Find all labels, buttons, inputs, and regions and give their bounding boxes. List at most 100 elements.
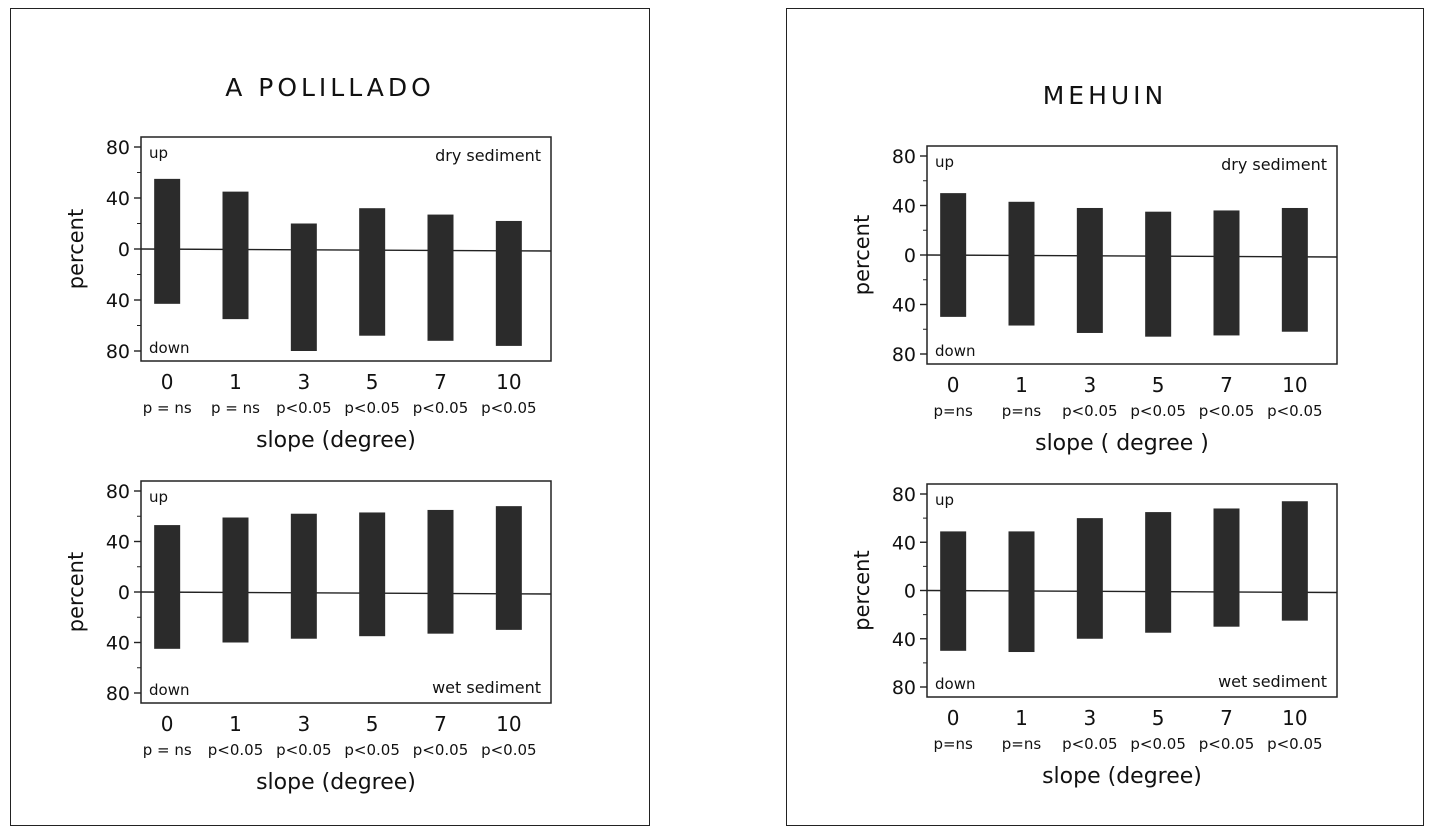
bar	[1008, 201, 1035, 326]
chart-pair-apolillado: 80 40 0 40 80 0 p = ns 1 p = ns 3 p<0.05 5 p<0.05 7 p<…	[64, 136, 552, 795]
down-label: down	[935, 342, 975, 360]
bar-chart-dry: 80 40 0 40 80 0 p=ns 1 p=ns 3 p<0.05 5 p<0.05 7 p<0.05…	[850, 145, 1338, 456]
significance-label: p = ns	[211, 399, 260, 417]
x-tick-label: 5	[1152, 373, 1165, 397]
x-axis-label: slope (degree)	[1042, 764, 1202, 789]
y-tick-label: 0	[904, 245, 916, 267]
significance-label: p<0.05	[1062, 735, 1118, 753]
x-axis-label: slope (degree)	[256, 770, 416, 795]
bar	[1076, 518, 1103, 639]
significance-label: p=ns	[933, 735, 973, 753]
bar	[1008, 531, 1035, 653]
significance-label: p<0.05	[1062, 402, 1118, 420]
x-tick-label: 7	[1220, 373, 1233, 397]
significance-label: p<0.05	[1130, 402, 1186, 420]
significance-label: p = ns	[143, 741, 192, 759]
x-tick-label: 1	[1015, 373, 1028, 397]
y-axis-label: percent	[64, 209, 88, 289]
x-tick-label: 0	[161, 370, 174, 394]
significance-label: p = ns	[143, 399, 192, 417]
y-tick-label: 80	[892, 146, 916, 168]
significance-label: p<0.05	[413, 741, 469, 759]
x-tick-label: 10	[496, 370, 521, 394]
site-title: MEHUIN	[1042, 81, 1168, 110]
bar-chart-dry: 80 40 0 40 80 0 p = ns 1 p = ns 3 p<0.05 5 p<0.05 7 p<…	[64, 136, 552, 453]
y-tick-label: 40	[106, 633, 130, 655]
significance-label: p=ns	[1002, 735, 1042, 753]
x-tick-label: 5	[1152, 706, 1165, 730]
bar	[222, 517, 249, 643]
bar	[1213, 210, 1240, 336]
significance-label: p<0.05	[344, 741, 400, 759]
zero-line	[140, 591, 552, 595]
bar	[1213, 508, 1240, 627]
y-axis-label: percent	[64, 552, 88, 632]
x-tick-label: 7	[1220, 706, 1233, 730]
subtitle: dry sediment	[435, 146, 541, 165]
significance-label: p<0.05	[1199, 735, 1255, 753]
y-tick-label: 40	[106, 532, 130, 554]
bar-chart-wet: 80 40 0 40 80 0 p=ns 1 p=ns 3 p<0.05 5 p<0.05 7 p<0.05…	[850, 483, 1338, 789]
y-tick-label: 40	[892, 295, 916, 317]
significance-label: p<0.05	[344, 399, 400, 417]
y-axis-label: percent	[850, 215, 874, 295]
up-label: up	[149, 488, 168, 506]
significance-label: p<0.05	[1267, 735, 1323, 753]
zero-line	[926, 589, 1338, 594]
subtitle: wet sediment	[432, 678, 541, 697]
x-tick-label: 10	[1282, 706, 1307, 730]
y-tick-label: 80	[892, 344, 916, 366]
significance-label: p<0.05	[208, 741, 264, 759]
x-tick-label: 10	[1282, 373, 1307, 397]
x-tick-label: 0	[947, 373, 960, 397]
significance-label: p<0.05	[481, 399, 537, 417]
y-axis-label: percent	[850, 550, 874, 630]
y-tick-label: 80	[106, 341, 130, 363]
subtitle: dry sediment	[1221, 155, 1327, 174]
x-tick-label: 7	[434, 370, 447, 394]
bar	[1145, 512, 1172, 633]
bar	[940, 531, 967, 651]
bar	[154, 525, 181, 649]
zero-line	[140, 248, 552, 252]
x-tick-label: 0	[161, 712, 174, 736]
y-tick-label: 40	[106, 290, 130, 312]
bar	[290, 513, 317, 639]
x-tick-label: 1	[229, 712, 242, 736]
subtitle: wet sediment	[1218, 672, 1327, 691]
y-tick-label: 80	[106, 683, 130, 705]
up-label: up	[935, 491, 954, 509]
bar	[495, 220, 522, 346]
panel-mehuin: MEHUIN 80 40 0 40 80 0 p=ns 1 p=ns 3 p<0.05 5 p<0.05…	[786, 8, 1424, 826]
bar	[1145, 211, 1172, 337]
chart-pair-mehuin: 80 40 0 40 80 0 p=ns 1 p=ns 3 p<0.05 5 p<0.05 7 p<0.05…	[850, 145, 1338, 789]
x-tick-label: 3	[1083, 706, 1096, 730]
bar	[495, 506, 522, 630]
bar-chart-wet: 80 40 0 40 80 0 p = ns 1 p<0.05 3 p<0.05 5 p<0.05 7 p<…	[64, 480, 552, 795]
down-label: down	[935, 675, 975, 693]
up-label: up	[149, 144, 168, 162]
x-tick-label: 3	[1083, 373, 1096, 397]
significance-label: p<0.05	[1130, 735, 1186, 753]
down-label: down	[149, 339, 189, 357]
panel-apolillado: A POLILLADO 80 40 0 40 80 0 p = ns 1 p = ns 3 p<0.…	[10, 8, 650, 826]
y-tick-label: 0	[118, 582, 130, 604]
bar	[427, 214, 454, 341]
x-tick-label: 10	[496, 712, 521, 736]
significance-label: p<0.05	[413, 399, 469, 417]
bar	[222, 191, 249, 320]
significance-label: p<0.05	[1267, 402, 1323, 420]
site-title: A POLILLADO	[225, 73, 435, 102]
bar	[359, 512, 386, 637]
significance-label: p<0.05	[1199, 402, 1255, 420]
zero-line	[926, 254, 1338, 258]
significance-label: p<0.05	[276, 399, 332, 417]
significance-label: p=ns	[1002, 402, 1042, 420]
bar	[940, 193, 967, 317]
x-tick-label: 1	[229, 370, 242, 394]
x-tick-label: 1	[1015, 706, 1028, 730]
y-tick-label: 40	[892, 629, 916, 651]
bar	[1281, 207, 1308, 332]
x-axis-label: slope ( degree )	[1035, 431, 1209, 456]
down-label: down	[149, 681, 189, 699]
